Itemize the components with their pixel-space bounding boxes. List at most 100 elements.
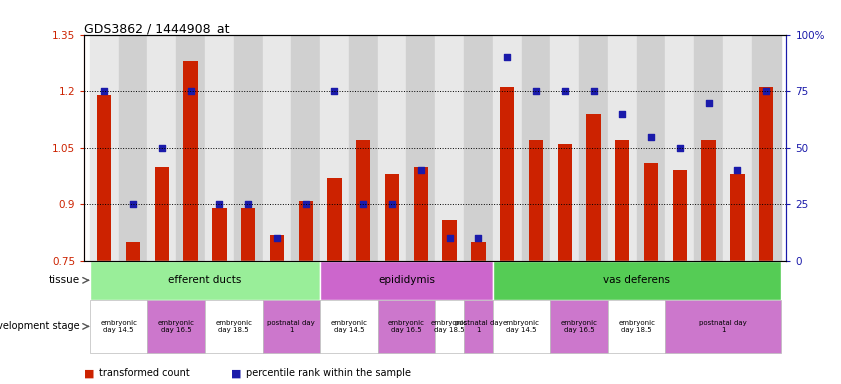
Text: embryonic
day 16.5: embryonic day 16.5 — [158, 320, 195, 333]
Bar — [205, 300, 262, 353]
Bar — [349, 35, 378, 261]
Text: postnatal day
1: postnatal day 1 — [454, 320, 502, 333]
Bar — [183, 61, 198, 261]
Text: ■: ■ — [84, 368, 98, 378]
Text: postnatal day
1: postnatal day 1 — [699, 320, 747, 333]
Bar — [471, 242, 485, 261]
Point — [126, 201, 140, 207]
Bar — [493, 35, 521, 261]
Bar — [644, 163, 659, 261]
Bar — [320, 300, 378, 353]
Point — [472, 235, 485, 242]
Point — [500, 54, 514, 60]
Bar — [730, 174, 744, 261]
Bar — [500, 88, 515, 261]
Bar — [356, 140, 371, 261]
Bar — [241, 208, 256, 261]
Bar — [723, 35, 752, 261]
Bar — [673, 170, 687, 261]
Bar — [212, 208, 226, 261]
Point — [98, 88, 111, 94]
Point — [299, 201, 313, 207]
Bar — [436, 35, 464, 261]
Text: embryonic
day 18.5: embryonic day 18.5 — [431, 320, 468, 333]
Bar — [665, 35, 694, 261]
Point — [616, 111, 629, 117]
Bar — [694, 35, 723, 261]
Bar — [320, 35, 349, 261]
Bar — [299, 201, 313, 261]
Text: embryonic
day 18.5: embryonic day 18.5 — [215, 320, 252, 333]
Bar — [579, 35, 608, 261]
Text: transformed count: transformed count — [99, 368, 190, 378]
Bar — [529, 140, 543, 261]
Bar — [262, 35, 291, 261]
Bar — [205, 35, 234, 261]
Text: GDS3862 / 1444908_at: GDS3862 / 1444908_at — [84, 22, 230, 35]
Bar — [414, 167, 428, 261]
Bar — [550, 300, 608, 353]
Bar — [493, 261, 780, 300]
Bar — [90, 35, 119, 261]
Point — [184, 88, 198, 94]
Bar — [608, 35, 637, 261]
Bar — [701, 140, 716, 261]
Bar — [119, 35, 147, 261]
Bar — [436, 300, 464, 353]
Bar — [521, 35, 550, 261]
Point — [644, 133, 658, 139]
Text: embryonic
day 16.5: embryonic day 16.5 — [388, 320, 425, 333]
Bar — [234, 35, 262, 261]
Bar — [442, 220, 457, 261]
Point — [443, 235, 457, 242]
Bar — [464, 300, 493, 353]
Point — [328, 88, 341, 94]
Point — [270, 235, 283, 242]
Text: vas deferens: vas deferens — [603, 275, 670, 285]
Text: epididymis: epididymis — [378, 275, 435, 285]
Bar — [177, 35, 205, 261]
Bar — [637, 35, 665, 261]
Point — [759, 88, 773, 94]
Point — [155, 145, 168, 151]
Bar — [378, 300, 436, 353]
Bar — [147, 300, 205, 353]
Point — [414, 167, 427, 174]
Bar — [615, 140, 629, 261]
Point — [587, 88, 600, 94]
Text: embryonic
day 14.5: embryonic day 14.5 — [331, 320, 368, 333]
Point — [385, 201, 399, 207]
Bar — [665, 300, 780, 353]
Point — [731, 167, 744, 174]
Point — [673, 145, 686, 151]
Text: embryonic
day 14.5: embryonic day 14.5 — [503, 320, 540, 333]
Point — [702, 99, 716, 106]
Bar — [759, 88, 774, 261]
Bar — [126, 242, 140, 261]
Text: tissue: tissue — [49, 275, 80, 285]
Text: development stage: development stage — [0, 321, 80, 331]
Text: embryonic
day 16.5: embryonic day 16.5 — [561, 320, 598, 333]
Bar — [291, 35, 320, 261]
Text: postnatal day
1: postnatal day 1 — [267, 320, 315, 333]
Text: embryonic
day 14.5: embryonic day 14.5 — [100, 320, 137, 333]
Bar — [406, 35, 436, 261]
Text: embryonic
day 18.5: embryonic day 18.5 — [618, 320, 655, 333]
Text: efferent ducts: efferent ducts — [168, 275, 241, 285]
Point — [213, 201, 226, 207]
Text: percentile rank within the sample: percentile rank within the sample — [246, 368, 411, 378]
Point — [357, 201, 370, 207]
Bar — [550, 35, 579, 261]
Text: ■: ■ — [231, 368, 246, 378]
Bar — [147, 35, 177, 261]
Bar — [155, 167, 169, 261]
Bar — [320, 261, 493, 300]
Bar — [90, 300, 147, 353]
Bar — [385, 174, 399, 261]
Bar — [752, 35, 780, 261]
Bar — [262, 300, 320, 353]
Bar — [608, 300, 665, 353]
Bar — [586, 114, 600, 261]
Bar — [378, 35, 406, 261]
Bar — [90, 261, 320, 300]
